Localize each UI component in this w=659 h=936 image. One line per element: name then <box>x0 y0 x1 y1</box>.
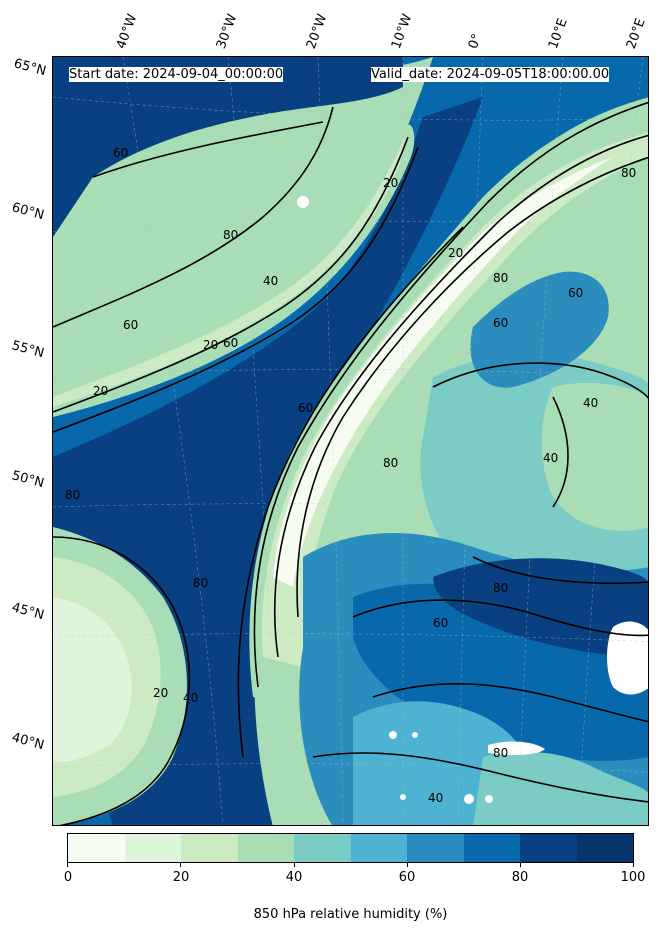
contour-label: 80 <box>493 581 508 595</box>
contour-label: 20 <box>383 176 398 190</box>
contour-label: 60 <box>298 401 313 415</box>
contour-label: 80 <box>193 576 208 590</box>
lon-label-20w: 20°W <box>303 12 331 51</box>
start-date-label: Start date: 2024-09-04_00:00:00 <box>69 67 284 82</box>
lon-label-10e: 10°E <box>545 16 571 51</box>
colorbar-cell <box>576 834 633 862</box>
contour-label: 60 <box>493 316 508 330</box>
colorbar-cell <box>463 834 520 862</box>
colorbar-tick <box>67 862 68 867</box>
contour-label: 20 <box>203 338 218 352</box>
contour-label: 40 <box>428 791 443 805</box>
colorbar-tick <box>520 862 521 867</box>
colorbar-cell <box>68 834 125 862</box>
colorbar-tick <box>180 862 181 867</box>
contour-label: 20 <box>153 686 168 700</box>
colorbar-tick-label: 0 <box>63 870 73 885</box>
contour-label: 60 <box>433 616 448 630</box>
colorbar-tick <box>633 862 634 867</box>
contour-label: 80 <box>65 488 80 502</box>
contour-label: 40 <box>543 451 558 465</box>
contour-label: 80 <box>223 228 238 242</box>
contour-label: 80 <box>493 271 508 285</box>
lat-label-50n: 50°N <box>10 468 46 492</box>
colorbar-cell <box>520 834 577 862</box>
colorbar-tick-label: 40 <box>285 870 303 885</box>
colorbar-label: 850 hPa relative humidity (%) <box>253 907 448 922</box>
colorbar-cell <box>124 834 181 862</box>
colorbar-tick <box>407 862 408 867</box>
humidity-field: 20 20 20 20 20 40 40 40 40 40 60 60 60 6… <box>53 57 648 825</box>
valid-date-label: Valid_date: 2024-09-05T18:00:00.00 <box>371 67 610 82</box>
contour-label: 40 <box>263 274 278 288</box>
lat-label-45n: 45°N <box>10 600 46 624</box>
colorbar-tick-label: 80 <box>511 870 529 885</box>
lat-label-40n: 40°N <box>10 730 46 754</box>
contour-label: 80 <box>621 166 636 180</box>
contour-label: 80 <box>383 456 398 470</box>
colorbar-cell <box>181 834 238 862</box>
colorbar-tick-label: 20 <box>172 870 190 885</box>
contour-label: 60 <box>223 336 238 350</box>
lon-label-40w: 40°W <box>113 12 141 51</box>
colorbar <box>67 833 634 863</box>
lon-label-10w: 10°W <box>388 12 416 51</box>
contour-label: 40 <box>583 396 598 410</box>
lon-label-20e: 20°E <box>623 16 649 51</box>
lat-label-55n: 55°N <box>10 338 46 362</box>
colorbar-cell <box>407 834 464 862</box>
contour-label: 60 <box>568 286 583 300</box>
colorbar-tick-label: 60 <box>398 870 416 885</box>
contour-label: 80 <box>493 746 508 760</box>
lon-label-0: 0° <box>465 31 486 51</box>
humidity-map: 20 20 20 20 20 40 40 40 40 40 60 60 60 6… <box>52 56 649 826</box>
contour-label: 40 <box>183 691 198 705</box>
colorbar-cell <box>237 834 294 862</box>
lon-label-30w: 30°W <box>213 12 241 51</box>
colorbar-tick <box>294 862 295 867</box>
lat-label-60n: 60°N <box>10 200 46 224</box>
colorbar-cell <box>350 834 407 862</box>
contour-label: 60 <box>123 318 138 332</box>
contour-label: 60 <box>113 146 128 160</box>
colorbar-tick-label: 100 <box>620 870 646 885</box>
lat-label-65n: 65°N <box>12 56 48 80</box>
contour-label: 20 <box>448 246 463 260</box>
contour-label: 20 <box>93 384 108 398</box>
colorbar-cell <box>294 834 351 862</box>
